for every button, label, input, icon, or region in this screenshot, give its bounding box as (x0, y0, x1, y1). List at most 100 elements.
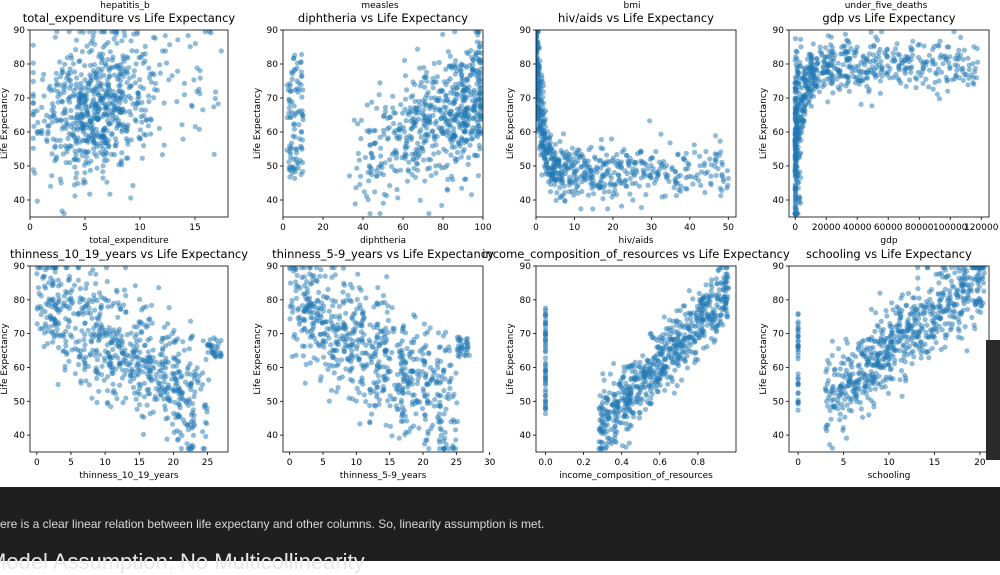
data-point (643, 192, 648, 197)
data-point (391, 121, 396, 126)
data-point (115, 315, 120, 320)
data-point (320, 321, 325, 326)
data-point (354, 166, 359, 171)
data-point (122, 287, 127, 292)
data-point (389, 350, 394, 355)
data-point (95, 357, 100, 362)
data-point (631, 172, 636, 177)
y-tick-label: 40 (267, 196, 279, 206)
data-point (180, 137, 185, 142)
data-point (96, 66, 101, 71)
data-point (68, 115, 73, 120)
data-point (678, 189, 683, 194)
data-point (878, 78, 883, 83)
data-point (830, 90, 835, 95)
data-point (356, 151, 361, 156)
data-point (475, 153, 480, 158)
data-point (428, 157, 433, 162)
data-point (796, 71, 801, 76)
data-point (298, 60, 303, 65)
data-point (303, 381, 308, 386)
data-point (383, 352, 388, 357)
data-point (208, 343, 213, 348)
data-point (637, 415, 642, 420)
data-point (139, 114, 144, 119)
data-point (704, 282, 709, 287)
data-point (101, 96, 106, 101)
x-tick-label: 20000 (812, 223, 841, 233)
data-point (125, 55, 130, 60)
data-point (811, 94, 816, 99)
data-point (548, 140, 553, 145)
data-point (84, 44, 89, 49)
data-point (975, 60, 980, 65)
data-point (793, 96, 798, 101)
data-point (190, 401, 195, 406)
data-point (31, 94, 36, 99)
data-point (43, 321, 48, 326)
data-point (908, 70, 913, 75)
data-point (110, 89, 115, 94)
data-point (388, 424, 393, 429)
data-point (422, 178, 427, 183)
data-point (74, 82, 79, 87)
data-point (109, 371, 114, 376)
data-point (115, 355, 120, 360)
data-point (414, 356, 419, 361)
data-point (575, 154, 580, 159)
data-point (369, 172, 374, 177)
y-axis-label: Life Expectancy (759, 87, 769, 159)
data-point (450, 133, 455, 138)
data-point (375, 173, 380, 178)
data-point (430, 80, 435, 85)
data-point (105, 400, 110, 405)
data-point (416, 426, 421, 431)
data-point (939, 70, 944, 75)
data-point (597, 158, 602, 163)
data-point (921, 66, 926, 71)
data-point (673, 180, 678, 185)
data-point (357, 158, 362, 163)
data-point (662, 314, 667, 319)
data-point (376, 373, 381, 378)
data-point (299, 74, 304, 79)
data-point (72, 165, 77, 170)
data-point (119, 162, 124, 167)
data-point (363, 155, 368, 160)
data-point (369, 360, 374, 365)
data-point (288, 89, 293, 94)
data-point (200, 107, 205, 112)
data-point (161, 336, 166, 341)
data-point (445, 177, 450, 182)
data-point (319, 315, 324, 320)
data-point (445, 187, 450, 192)
data-point (836, 61, 841, 66)
y-tick-label: 60 (14, 128, 26, 138)
data-point (714, 329, 719, 334)
data-point (56, 320, 61, 325)
data-point (340, 299, 345, 304)
data-point (187, 346, 192, 351)
data-point (291, 165, 296, 170)
data-point (412, 401, 417, 406)
data-point (592, 154, 597, 159)
data-point (63, 303, 68, 308)
data-point (330, 353, 335, 358)
data-point (68, 108, 73, 113)
data-point (377, 342, 382, 347)
data-point (137, 55, 142, 60)
data-point (300, 112, 305, 117)
data-point (330, 303, 335, 308)
data-point (82, 170, 87, 175)
data-point (673, 351, 678, 356)
data-point (582, 159, 587, 164)
data-point (405, 346, 410, 351)
data-point (590, 172, 595, 177)
data-point (423, 413, 428, 418)
data-point (82, 332, 87, 337)
data-point (543, 399, 548, 404)
data-point (476, 173, 481, 178)
data-point (463, 129, 468, 134)
data-point (418, 127, 423, 132)
data-point (83, 378, 88, 383)
